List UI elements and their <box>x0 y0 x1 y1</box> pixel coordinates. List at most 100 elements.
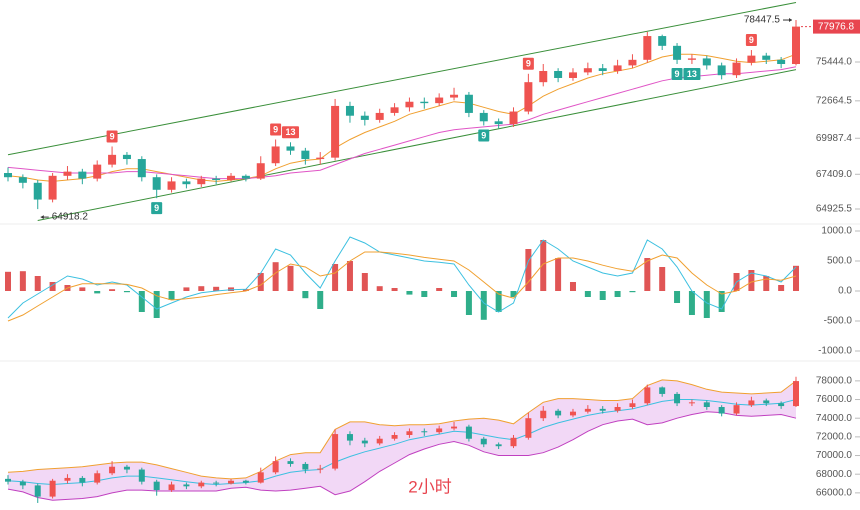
main-candle-body <box>375 112 384 120</box>
macd-bar <box>317 291 324 309</box>
boll-candle-body <box>64 477 71 481</box>
boll-candle-body <box>287 461 294 464</box>
main-candle-body <box>717 65 726 76</box>
boll-candle-body <box>376 438 383 444</box>
high-arrowhead <box>789 18 792 23</box>
signal-label: 9 <box>273 124 278 134</box>
macd-bar <box>406 291 413 295</box>
main-candle-body <box>197 178 206 185</box>
macd-bar <box>614 291 621 297</box>
main-candle-body <box>390 107 399 113</box>
y-tick-label: 72664.5 <box>816 95 853 106</box>
y-tick-label: 69987.4 <box>816 133 853 144</box>
boll-candle-body <box>109 466 116 474</box>
macd-bar <box>555 258 562 291</box>
boll-candle-body <box>659 387 666 394</box>
boll-candle-body <box>34 485 41 497</box>
macd-bar <box>584 291 591 297</box>
main-candle-body <box>182 181 191 185</box>
macd-bar <box>272 262 279 291</box>
signal-label: 9 <box>154 203 159 213</box>
signal-label: 13 <box>285 127 295 137</box>
boll-candle-body <box>5 478 11 482</box>
macd-bar <box>569 282 576 291</box>
macd-bar <box>763 276 770 291</box>
signal-box <box>478 129 490 142</box>
low-label: 64918.2 <box>52 212 89 223</box>
boll-candle-body <box>257 472 264 483</box>
main-candle-body <box>479 112 488 122</box>
main-candle-body <box>494 121 503 125</box>
boll-candle-body <box>778 403 785 407</box>
main-candle-body <box>598 68 607 71</box>
macd-bar <box>198 286 205 291</box>
y-tick-label: 64925.5 <box>816 204 853 215</box>
boll-candle-body <box>674 393 681 404</box>
boll-candle-body <box>555 410 562 416</box>
boll-candle-body <box>436 428 443 433</box>
main-candle-body <box>777 59 786 65</box>
signal-box <box>270 123 282 136</box>
macd-bar <box>629 291 636 293</box>
main-candle-body <box>227 175 236 181</box>
macd-bar <box>346 261 353 291</box>
last-price-tag <box>813 19 860 34</box>
macd-bar <box>168 291 175 300</box>
main-candle-body <box>18 177 27 183</box>
boll-candle-body <box>49 480 56 497</box>
main-candle-body <box>464 94 473 113</box>
main-candle-body <box>152 177 161 190</box>
signal-box <box>281 126 299 139</box>
main-candle-body <box>732 62 741 76</box>
signal-box <box>106 130 118 143</box>
band-fill <box>8 379 796 501</box>
macd-bar <box>257 273 264 291</box>
macd-bar <box>302 291 309 299</box>
main-candle-body <box>345 105 354 116</box>
signal-label: 9 <box>526 59 531 69</box>
macd-bar <box>510 291 517 297</box>
main-candle-body <box>405 101 414 108</box>
y-tick-label: 74000.0 <box>816 413 853 424</box>
main-candle-body <box>687 58 696 60</box>
main-candle-body <box>747 55 756 63</box>
main-candle-body <box>509 111 518 125</box>
macd-bar <box>242 289 249 291</box>
boll-candle-body <box>465 426 472 439</box>
boll-candle-body <box>718 407 725 414</box>
y-tick-label: 72000.0 <box>816 432 853 443</box>
main-candle-body <box>212 178 221 181</box>
boll-candle-body <box>242 480 249 483</box>
macd-line <box>7 251 797 322</box>
macd-bar <box>183 287 190 291</box>
boll-candle-body <box>198 482 205 487</box>
boll-candle-body <box>272 461 279 473</box>
macd-bar <box>5 271 11 291</box>
macd-bar <box>49 282 56 291</box>
main-candle-body <box>331 105 340 158</box>
boll-candle-body <box>317 468 324 470</box>
y-tick-label: 68000.0 <box>816 469 853 480</box>
signal-label: 13 <box>687 69 697 79</box>
signal-box <box>745 34 757 47</box>
boll-candle-body <box>361 440 368 444</box>
y-tick-label: 500.0 <box>827 256 852 267</box>
last-price-label: 77976.8 <box>818 22 855 33</box>
boll-candle-body <box>733 405 740 414</box>
macd-bar <box>495 291 502 312</box>
boll-candle-body <box>629 403 636 407</box>
boll-candle-body <box>599 408 606 411</box>
main-candle-body <box>628 59 637 66</box>
high-label: 78447.5 <box>744 15 781 26</box>
boll-candle-body <box>421 431 428 433</box>
macd-bar <box>79 287 86 291</box>
main-candle-body <box>108 154 117 165</box>
boll-candle-body <box>406 431 413 435</box>
main-candle-body <box>673 45 682 60</box>
main-candle-body <box>137 159 146 178</box>
y-tick-label: 66000.0 <box>816 488 853 499</box>
macd-bar <box>361 273 368 291</box>
y-tick-label: -500.0 <box>824 316 853 327</box>
main-candle-body <box>271 146 280 164</box>
